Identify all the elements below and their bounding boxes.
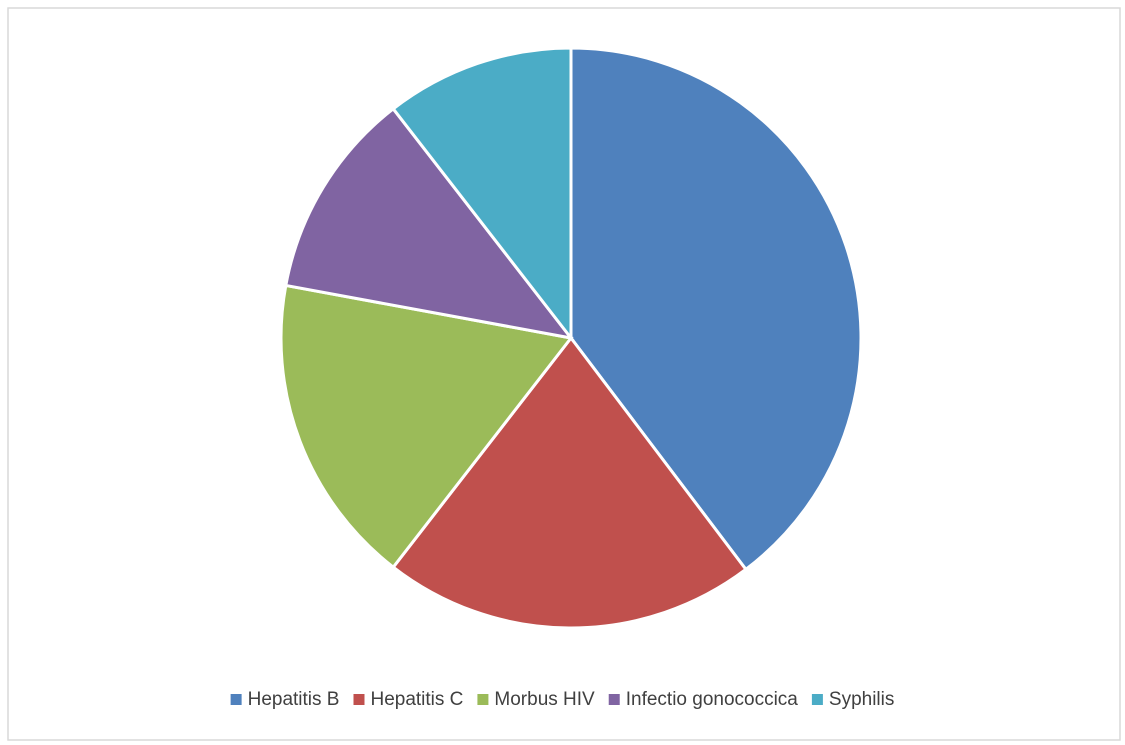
legend-swatch bbox=[477, 694, 489, 705]
pie-slice bbox=[391, 335, 748, 630]
legend-swatch bbox=[353, 694, 365, 705]
pie bbox=[279, 46, 863, 630]
legend-swatch bbox=[811, 694, 823, 705]
pie-slice bbox=[391, 46, 573, 343]
pie-slice bbox=[279, 283, 574, 570]
legend-label: Hepatitis B bbox=[248, 689, 340, 710]
pie-slice bbox=[569, 46, 863, 572]
legend-label: Syphilis bbox=[829, 689, 894, 710]
legend-label: Morbus HIV bbox=[494, 689, 595, 710]
legend: Hepatitis B Hepatitis C Morbus HIV Infectio… bbox=[230, 689, 894, 710]
legend-swatch bbox=[608, 694, 620, 705]
legend-label: Hepatitis C bbox=[370, 689, 463, 710]
legend-swatch bbox=[230, 694, 242, 705]
pie-slice bbox=[284, 106, 575, 341]
legend-label: Infectio gonococcica bbox=[626, 689, 799, 710]
